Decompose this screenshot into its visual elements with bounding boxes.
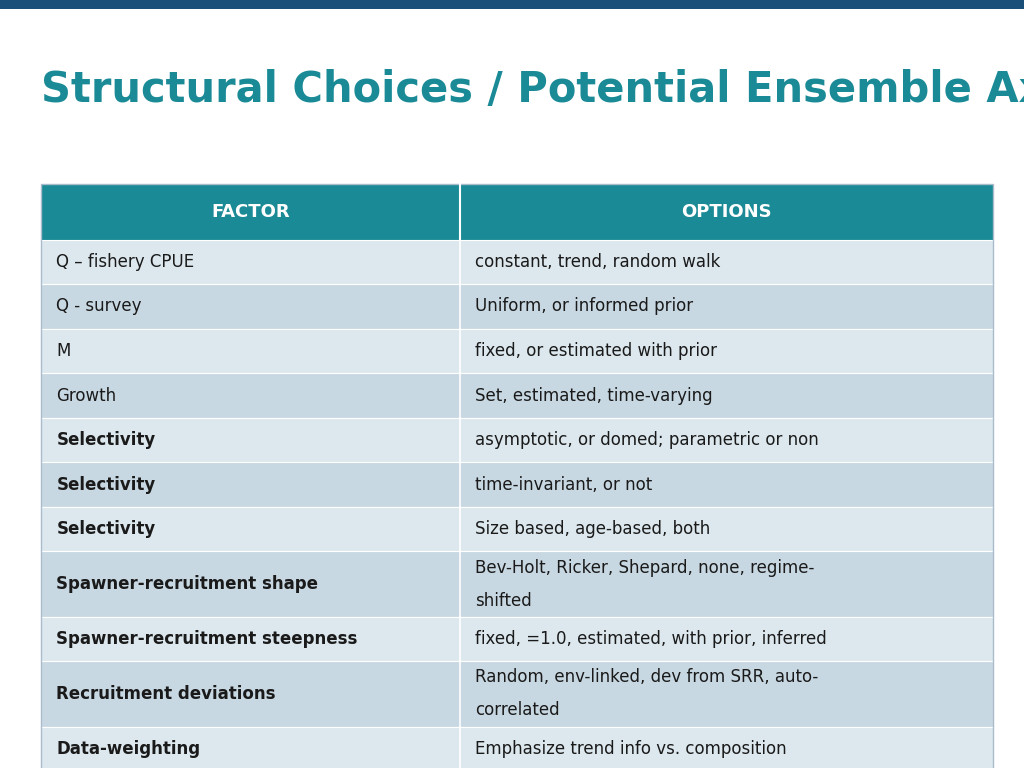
- Text: Set, estimated, time-varying: Set, estimated, time-varying: [475, 386, 713, 405]
- Bar: [41, 329, 993, 373]
- Bar: [41, 551, 993, 617]
- Text: Spawner-recruitment steepness: Spawner-recruitment steepness: [56, 630, 357, 648]
- Text: constant, trend, random walk: constant, trend, random walk: [475, 253, 721, 271]
- Bar: [41, 661, 993, 727]
- Text: Selectivity: Selectivity: [56, 475, 156, 494]
- Text: Bev-Holt, Ricker, Shepard, none, regime-: Bev-Holt, Ricker, Shepard, none, regime-: [475, 558, 815, 577]
- Text: correlated: correlated: [475, 701, 560, 720]
- Text: time-invariant, or not: time-invariant, or not: [475, 475, 652, 494]
- Bar: [41, 617, 993, 661]
- Bar: [41, 727, 993, 768]
- Text: Recruitment deviations: Recruitment deviations: [56, 685, 275, 703]
- Text: Q – fishery CPUE: Q – fishery CPUE: [56, 253, 195, 271]
- Text: M: M: [56, 342, 71, 360]
- Bar: [41, 373, 993, 418]
- Bar: [41, 184, 993, 240]
- Text: Spawner-recruitment shape: Spawner-recruitment shape: [56, 575, 318, 593]
- Text: Selectivity: Selectivity: [56, 520, 156, 538]
- Bar: [41, 507, 993, 551]
- Text: fixed, or estimated with prior: fixed, or estimated with prior: [475, 342, 718, 360]
- Text: Emphasize trend info vs. composition: Emphasize trend info vs. composition: [475, 740, 787, 758]
- Bar: [41, 284, 993, 329]
- Text: FACTOR: FACTOR: [211, 203, 290, 221]
- Text: shifted: shifted: [475, 591, 532, 610]
- Bar: [41, 462, 993, 507]
- Text: Structural Choices / Potential Ensemble Axes: Structural Choices / Potential Ensemble …: [41, 69, 1024, 111]
- Text: fixed, =1.0, estimated, with prior, inferred: fixed, =1.0, estimated, with prior, infe…: [475, 630, 827, 648]
- Text: Data-weighting: Data-weighting: [56, 740, 201, 758]
- Text: Uniform, or informed prior: Uniform, or informed prior: [475, 297, 693, 316]
- Text: Random, env-linked, dev from SRR, auto-: Random, env-linked, dev from SRR, auto-: [475, 668, 818, 687]
- Bar: [0, 0, 1024, 9]
- Text: Selectivity: Selectivity: [56, 431, 156, 449]
- Bar: [41, 240, 993, 284]
- Text: OPTIONS: OPTIONS: [681, 203, 772, 221]
- Text: Q - survey: Q - survey: [56, 297, 141, 316]
- Bar: [41, 418, 993, 462]
- Text: Size based, age-based, both: Size based, age-based, both: [475, 520, 711, 538]
- Text: asymptotic, or domed; parametric or non: asymptotic, or domed; parametric or non: [475, 431, 819, 449]
- Bar: [41, 184, 993, 768]
- Text: Growth: Growth: [56, 386, 117, 405]
